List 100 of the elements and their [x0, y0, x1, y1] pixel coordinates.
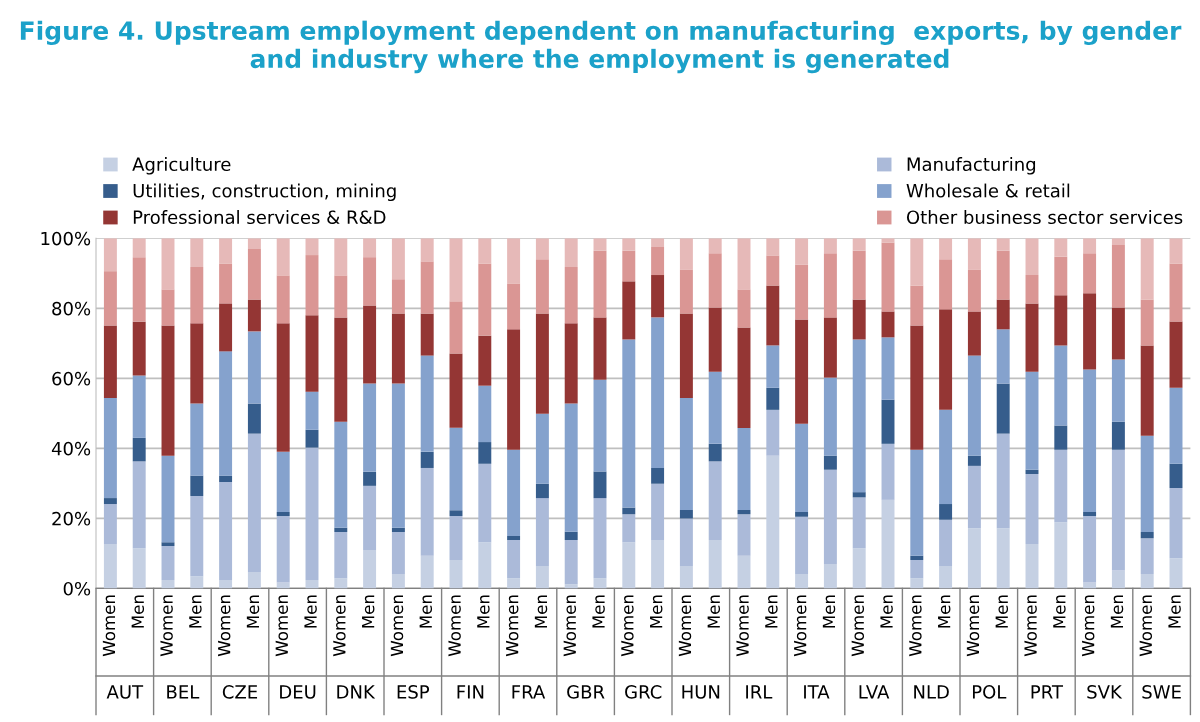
legend-label: Utilities, construction, mining — [133, 183, 396, 202]
bar — [219, 303, 233, 352]
bar — [449, 427, 463, 511]
bar — [219, 238, 233, 264]
x-tick-label: Women — [794, 595, 807, 657]
bar — [679, 509, 693, 519]
bar — [132, 238, 146, 258]
y-tick-label: 40% — [51, 441, 91, 456]
bar — [161, 542, 175, 547]
bar — [161, 455, 175, 543]
bar — [1083, 512, 1097, 516]
bar — [219, 263, 233, 304]
bar — [881, 399, 895, 444]
bar — [276, 238, 290, 276]
bar — [679, 313, 693, 398]
bar — [881, 443, 895, 500]
bar — [651, 275, 665, 318]
bar — [247, 331, 261, 404]
bar — [334, 578, 348, 589]
x-tick-label: Women — [218, 595, 231, 657]
bar — [1025, 371, 1039, 470]
bar — [593, 578, 607, 589]
bar — [737, 514, 751, 556]
bar — [651, 317, 665, 468]
bar — [737, 555, 751, 589]
bar — [1140, 574, 1154, 589]
bar — [507, 578, 521, 589]
bar — [420, 238, 434, 262]
x-tick-label: Men — [419, 595, 433, 628]
bar — [910, 578, 924, 589]
bar — [881, 499, 895, 589]
bar — [1140, 345, 1154, 436]
y-tick-label: 20% — [52, 511, 91, 526]
bar — [420, 261, 434, 314]
bar — [449, 301, 463, 354]
legend-label: Wholesale & retail — [906, 183, 1070, 198]
bar — [363, 305, 377, 384]
bar — [593, 317, 607, 380]
bar — [823, 563, 837, 589]
bar — [967, 465, 981, 529]
bar — [823, 317, 837, 378]
x-tick-label: Men — [707, 595, 721, 628]
bar — [939, 238, 953, 260]
bar — [651, 238, 665, 248]
x-tick-label: Women — [736, 595, 749, 657]
bar — [679, 566, 693, 589]
bar — [795, 238, 809, 265]
bar — [823, 238, 837, 254]
legend-label: Manufacturing — [907, 157, 1036, 175]
bar — [737, 238, 751, 290]
bar — [593, 498, 607, 579]
bar — [852, 548, 866, 589]
bar — [420, 355, 434, 452]
bar — [1025, 303, 1039, 372]
bar — [247, 299, 261, 332]
y-tick-label: 80% — [52, 301, 91, 316]
bar — [622, 339, 636, 508]
x-tick-label: Women — [333, 595, 346, 657]
bar — [737, 289, 751, 328]
bar — [363, 238, 377, 258]
bar — [103, 498, 117, 505]
text: GBR — [567, 685, 605, 699]
bar — [679, 238, 693, 270]
text: DEU — [280, 685, 316, 699]
bar — [535, 483, 549, 499]
bar — [103, 271, 117, 326]
bar — [881, 337, 895, 400]
bar — [939, 309, 953, 410]
bar — [1140, 238, 1154, 300]
text: LVA — [859, 685, 890, 699]
x-tick-label: Men — [477, 595, 490, 628]
y-tick-label: 60% — [52, 371, 91, 386]
bar — [939, 409, 953, 505]
bar — [1054, 522, 1068, 589]
bar — [305, 255, 319, 316]
bar — [1169, 487, 1183, 559]
bar — [564, 238, 578, 267]
bar — [939, 259, 953, 310]
bar — [132, 257, 146, 322]
bar — [132, 461, 146, 549]
bar — [766, 345, 780, 388]
bar — [276, 582, 290, 589]
bar — [679, 518, 693, 567]
text: FRA — [512, 685, 546, 699]
bar — [622, 542, 636, 589]
bar — [1111, 421, 1125, 450]
bar — [1111, 570, 1125, 589]
text: HUN — [682, 685, 720, 699]
bar — [939, 566, 953, 589]
bar — [363, 471, 377, 486]
bar — [852, 492, 866, 498]
bar — [1140, 532, 1154, 539]
bar — [535, 566, 549, 589]
bar — [103, 397, 117, 499]
y-tick-label: 0% — [63, 581, 91, 596]
bar — [507, 535, 521, 541]
bar — [391, 574, 405, 589]
bar — [1083, 293, 1097, 370]
bar — [1025, 238, 1039, 276]
x-tick-label: Women — [678, 595, 692, 657]
